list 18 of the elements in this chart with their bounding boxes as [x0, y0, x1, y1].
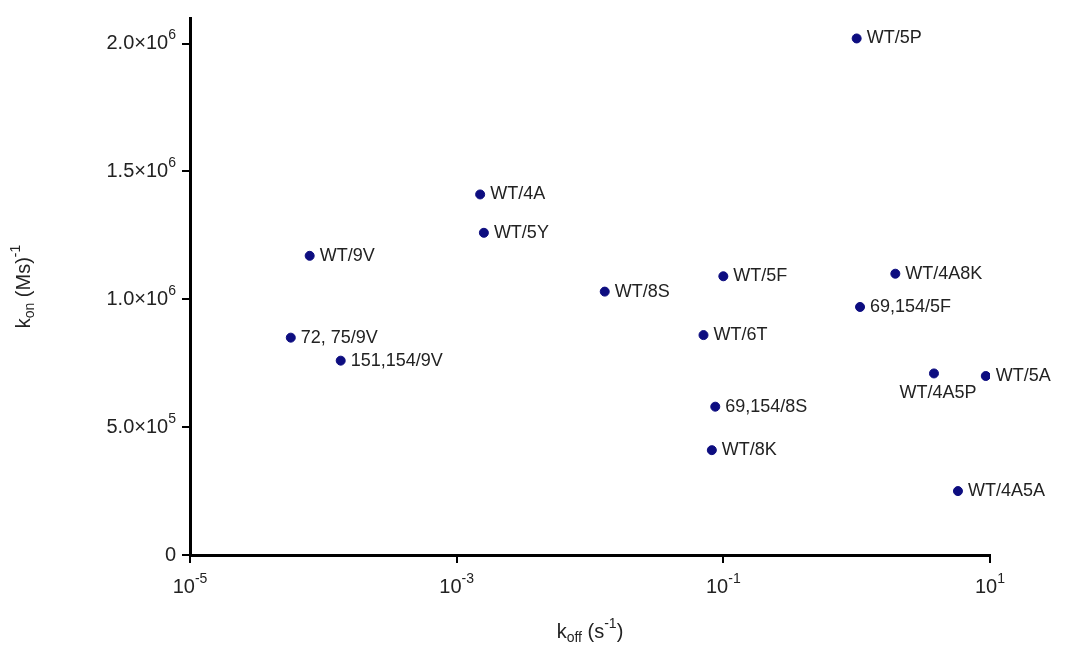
annotation: WT/8K — [721, 439, 777, 460]
y-tick-label: 0 — [164, 542, 176, 565]
y-axis-title: kon (Ms)-1 — [6, 244, 37, 329]
annotation: WT/6T — [713, 324, 768, 345]
annotation: WT/5A — [995, 364, 1051, 385]
annotation: 69,154/5F — [870, 295, 952, 316]
annotation: WT/4A5A — [967, 480, 1045, 501]
annotation: WT/9V — [319, 244, 375, 265]
annotation: 72, 75/9V — [300, 326, 378, 347]
annotation: WT/4A8K — [905, 262, 983, 283]
annotation: WT/5F — [733, 265, 788, 286]
annotation: WT/4A5P — [899, 382, 977, 403]
annotation: WT/8S — [614, 280, 670, 301]
annotation: WT/5P — [866, 27, 922, 48]
annotation: 69,154/8S — [725, 395, 808, 416]
annotation: WT/4A — [490, 183, 546, 204]
annotation: 151,154/9V — [350, 349, 443, 370]
annotation: WT/5Y — [493, 221, 549, 242]
